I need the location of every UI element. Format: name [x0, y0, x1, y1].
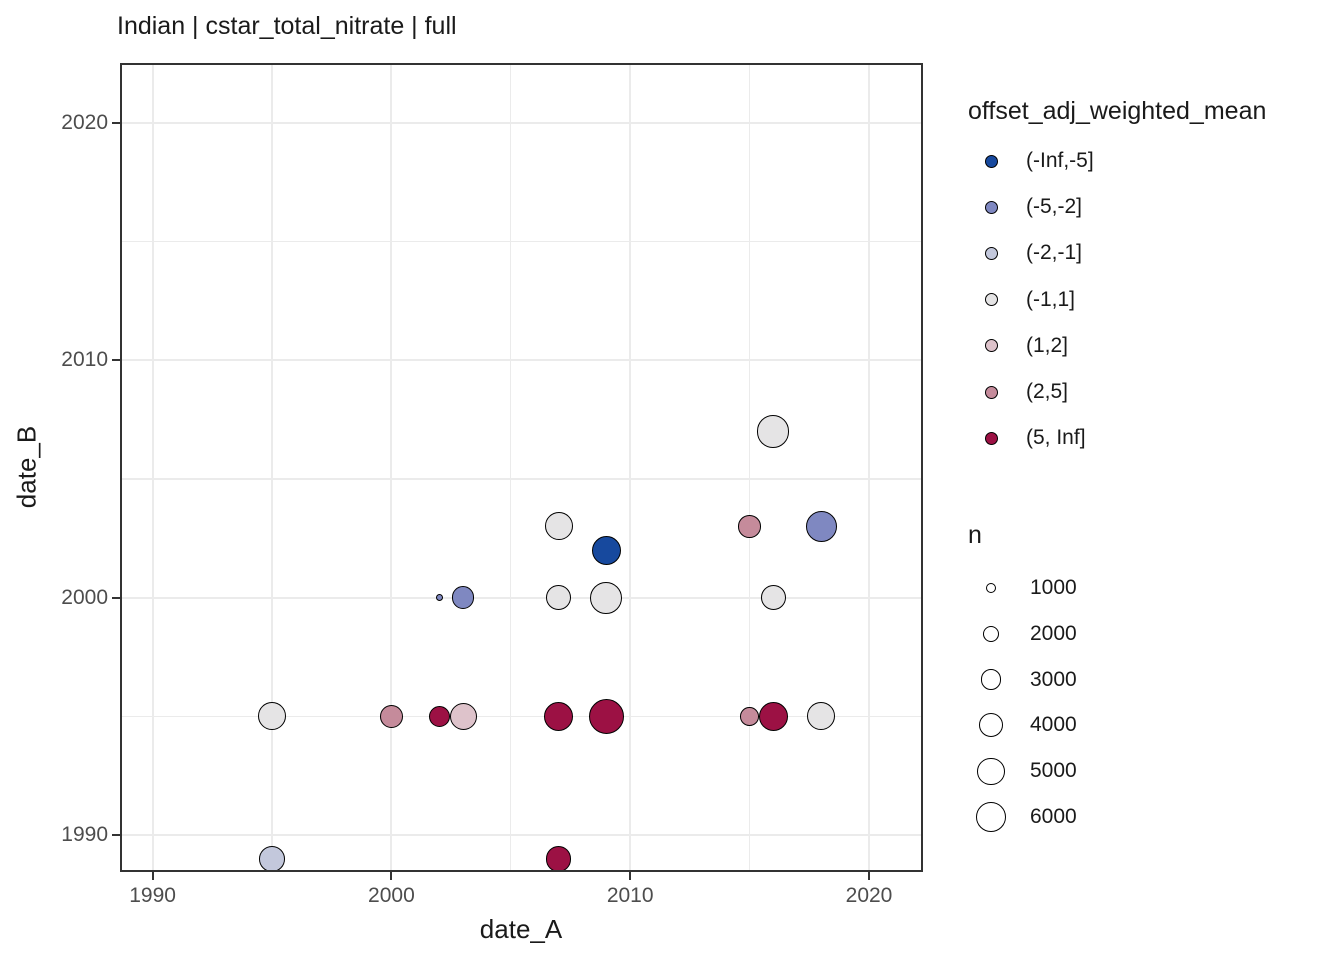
gridline-x-minor [749, 63, 751, 872]
color-legend-label: (1,2] [1026, 333, 1069, 357]
x-axis-title: date_A [479, 914, 563, 944]
color-legend-key [984, 339, 998, 353]
x-tick-label: 2020 [845, 884, 893, 907]
size-legend-label: 3000 [1030, 667, 1077, 691]
y-tick-label: 2020 [61, 111, 108, 134]
y-tick-label: 2010 [61, 348, 108, 372]
data-point [435, 594, 443, 602]
gridline-x-major [629, 63, 632, 872]
size-legend-label: 6000 [1030, 805, 1077, 828]
size-legend-label: 4000 [1030, 713, 1077, 737]
data-point [758, 701, 789, 731]
data-point [760, 584, 787, 611]
x-tick-label: 2010 [606, 884, 654, 907]
y-tick-label: 2000 [61, 585, 108, 609]
color-legend-key [984, 385, 998, 399]
size-legend-key [985, 582, 997, 594]
data-point [259, 845, 285, 872]
color-legend-label: (2,5] [1026, 380, 1069, 403]
x-axis-tick [629, 872, 632, 880]
data-point [258, 702, 286, 731]
color-legend-label: (-5,-2] [1026, 195, 1083, 219]
color-legend-title: offset_adj_weighted_mean [968, 97, 1267, 125]
color-legend-label: (-1,1] [1026, 287, 1076, 311]
gridline-y-minor [120, 715, 923, 717]
size-legend-label: 5000 [1030, 759, 1077, 783]
data-point [379, 704, 403, 728]
y-tick-label: 1990 [61, 822, 108, 846]
data-point [591, 535, 621, 565]
color-legend-key [984, 293, 998, 307]
data-point [544, 512, 573, 541]
data-point [805, 510, 837, 542]
plot-panel-border [120, 63, 923, 872]
gridline-y-major [120, 596, 923, 599]
color-legend-label: (5, Inf] [1026, 426, 1086, 450]
color-legend-label: (-Inf,-5] [1026, 149, 1094, 172]
size-legend-title: n [968, 521, 982, 549]
y-axis-tick [112, 596, 120, 599]
data-point [449, 702, 477, 730]
x-tick-label: 1990 [129, 884, 176, 907]
x-tick-label: 2000 [368, 884, 415, 907]
gridline-y-minor [120, 478, 923, 480]
color-legend-key [984, 431, 998, 445]
y-axis-title: date_B [11, 425, 42, 509]
data-point [543, 701, 574, 731]
gridline-y-minor [120, 241, 923, 243]
x-axis-tick [151, 872, 154, 880]
data-point [428, 705, 450, 727]
color-legend-key [984, 200, 998, 214]
chart-title: Indian | cstar_total_nitrate | full [117, 12, 457, 40]
data-point [757, 415, 790, 448]
gridline-y-major [120, 359, 923, 362]
gridline-x-major [868, 63, 870, 872]
gridline-x-major [151, 63, 154, 872]
data-point [451, 586, 475, 609]
gridline-y-major [120, 833, 923, 836]
y-axis-tick [112, 359, 120, 362]
data-point [807, 702, 836, 731]
gridline-x-major [390, 63, 393, 872]
size-legend-key [976, 802, 1006, 832]
size-legend-key [977, 757, 1005, 785]
y-axis-tick [112, 122, 120, 124]
size-legend-label: 1000 [1030, 576, 1077, 599]
y-axis-tick [112, 833, 120, 836]
x-axis-tick [868, 872, 870, 880]
color-legend-key [984, 246, 998, 260]
color-legend-key [984, 154, 998, 168]
data-point [546, 585, 571, 611]
color-legend-label: (-2,-1] [1026, 241, 1083, 265]
data-point [588, 698, 624, 734]
size-legend-key [982, 625, 1000, 642]
size-legend-label: 2000 [1030, 621, 1077, 645]
data-point [738, 515, 761, 538]
gridline-x-minor [271, 63, 273, 872]
data-point [740, 706, 759, 726]
gridline-y-major [120, 122, 923, 124]
data-point [590, 581, 623, 614]
data-point [545, 845, 572, 872]
size-legend-key [979, 713, 1003, 738]
size-legend-key [980, 669, 1002, 690]
x-axis-tick [390, 872, 393, 880]
gridline-x-minor [510, 63, 512, 872]
